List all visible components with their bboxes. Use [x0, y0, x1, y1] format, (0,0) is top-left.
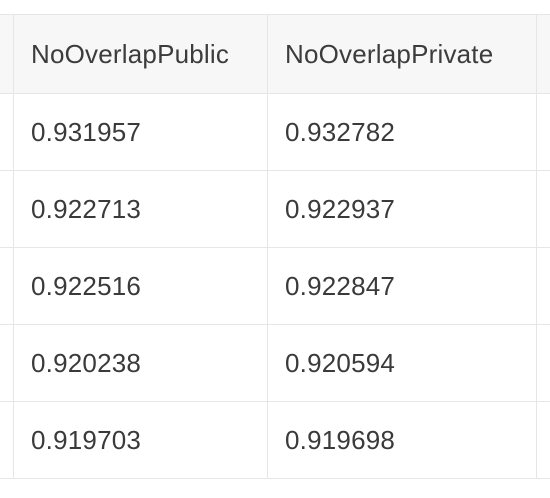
table-cell-nooverlappublic: 0.931957: [14, 94, 268, 170]
table-row: 0.922516 0.922847: [0, 248, 550, 325]
table-row: 0.920238 0.920594: [0, 325, 550, 402]
table-cell-nooverlapprivate: 0.919698: [268, 402, 537, 478]
column-header-nooverlapprivate[interactable]: NoOverlapPrivate: [268, 15, 537, 93]
row-cell-left-edge: [0, 402, 14, 478]
table-cell-nooverlappublic: 0.920238: [14, 325, 268, 401]
table-cell-nooverlappublic: 0.922516: [14, 248, 268, 324]
table-cell-nooverlappublic: 0.919703: [14, 402, 268, 478]
row-cell-right-edge: [537, 325, 550, 401]
row-cell-left-edge: [0, 171, 14, 247]
table-cell-nooverlappublic: 0.922713: [14, 171, 268, 247]
table-cell-nooverlapprivate: 0.920594: [268, 325, 537, 401]
row-cell-left-edge: [0, 248, 14, 324]
column-header-nooverlappublic[interactable]: NoOverlapPublic: [14, 15, 268, 93]
table-row: 0.931957 0.932782: [0, 94, 550, 171]
row-cell-left-edge: [0, 94, 14, 170]
row-cell-right-edge: [537, 248, 550, 324]
row-cell-left-edge: [0, 325, 14, 401]
header-cell-right-edge: [537, 15, 550, 93]
table-cell-nooverlapprivate: 0.932782: [268, 94, 537, 170]
table-cell-nooverlapprivate: 0.922847: [268, 248, 537, 324]
row-cell-right-edge: [537, 94, 550, 170]
table-header-row: NoOverlapPublic NoOverlapPrivate: [0, 15, 550, 94]
table-row: 0.919703 0.919698: [0, 402, 550, 479]
table-cell-nooverlapprivate: 0.922937: [268, 171, 537, 247]
table-row: 0.922713 0.922937: [0, 171, 550, 248]
row-cell-right-edge: [537, 171, 550, 247]
header-cell-left-edge: [0, 15, 14, 93]
row-cell-right-edge: [537, 402, 550, 478]
table-grid: NoOverlapPublic NoOverlapPrivate 0.93195…: [0, 14, 550, 479]
